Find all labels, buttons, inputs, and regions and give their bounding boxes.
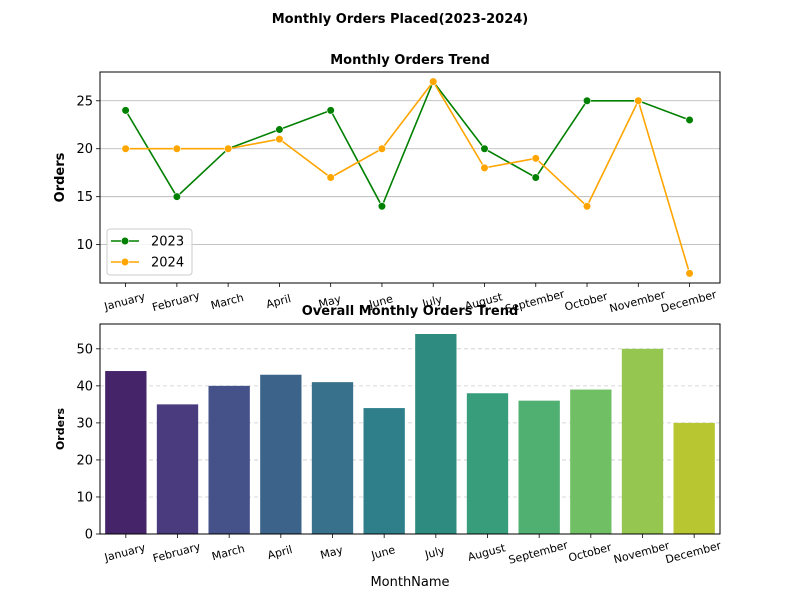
bar-december xyxy=(673,422,715,534)
top-x-tick-label: June xyxy=(367,292,395,311)
top-chart-title: Monthly Orders Trend xyxy=(330,53,490,68)
data-point xyxy=(326,173,335,182)
bottom-y-tick-label: 50 xyxy=(76,342,93,357)
bottom-plot-frame xyxy=(99,323,721,535)
bottom-y-axis-label: Orders xyxy=(54,408,67,451)
data-point xyxy=(275,125,284,134)
data-point xyxy=(634,96,643,105)
bottom-y-tick-label: 20 xyxy=(76,453,93,468)
bar-august xyxy=(466,393,509,534)
top-x-tick-label: May xyxy=(317,292,343,311)
data-point xyxy=(172,192,181,201)
data-point xyxy=(275,135,284,144)
data-point xyxy=(377,202,387,211)
bar-february xyxy=(156,404,199,534)
data-point xyxy=(531,154,540,163)
bar-october xyxy=(570,389,612,534)
top-y-tick-label: 25 xyxy=(76,94,93,109)
top-series xyxy=(121,77,694,278)
bar-november xyxy=(621,348,664,534)
top-y-axis-label: Orders xyxy=(53,152,68,202)
bar-april xyxy=(260,374,302,534)
bottom-x-tick-label: May xyxy=(319,543,345,562)
data-point xyxy=(685,115,694,125)
series-line xyxy=(125,80,691,274)
bottom-chart-title: Overall Monthly Orders Trend xyxy=(302,304,519,319)
bottom-x-tick-label: June xyxy=(369,543,397,562)
data-point xyxy=(224,144,233,153)
legend: 2023 2024 xyxy=(106,228,193,276)
bottom-x-axis-label: MonthName xyxy=(370,575,449,590)
figure-title: Monthly Orders Placed(2023-2024) xyxy=(272,12,529,27)
data-point xyxy=(326,106,335,115)
bottom-x-tick-label: April xyxy=(266,543,294,562)
data-point xyxy=(582,202,592,211)
bar-january xyxy=(105,371,147,534)
data-point xyxy=(582,96,592,105)
bottom-y-tick-label: 0 xyxy=(85,528,93,543)
bottom-y-axis: 0 10 20 30 40 50 xyxy=(76,342,100,543)
data-point xyxy=(480,163,489,173)
bottom-x-tick-label: July xyxy=(423,544,447,562)
bar-may xyxy=(311,382,354,534)
top-y-tick-label: 15 xyxy=(76,190,93,205)
bar-march xyxy=(208,385,250,534)
data-point xyxy=(685,269,694,278)
data-point xyxy=(429,77,438,86)
series-2024 xyxy=(121,77,694,278)
data-point xyxy=(121,106,130,115)
legend-label: 2023 xyxy=(151,235,184,250)
data-point xyxy=(121,144,130,153)
legend-marker xyxy=(120,257,130,267)
top-y-axis: 10 15 20 25 xyxy=(76,94,100,253)
bottom-y-tick-label: 10 xyxy=(76,490,93,505)
data-point xyxy=(480,144,489,153)
bottom-y-tick-label: 40 xyxy=(76,379,93,394)
top-y-tick-label: 20 xyxy=(76,142,93,157)
legend-item: 2024 xyxy=(111,256,184,271)
bottom-y-tick-label: 30 xyxy=(76,416,93,431)
top-plot-frame xyxy=(99,71,721,284)
data-point xyxy=(172,144,181,153)
bar-september xyxy=(518,400,560,534)
data-point xyxy=(531,173,540,182)
legend-item: 2023 xyxy=(111,235,184,250)
top-x-tick-label: April xyxy=(265,292,293,311)
legend-label: 2024 xyxy=(151,256,184,271)
legend-marker xyxy=(120,236,130,246)
top-x-tick-label: July xyxy=(420,293,444,311)
bar-june xyxy=(363,408,405,534)
bar-july xyxy=(415,334,457,534)
data-point xyxy=(377,144,387,153)
bottom-bars xyxy=(105,334,715,534)
series-line xyxy=(124,79,690,209)
top-y-tick-label: 10 xyxy=(76,238,93,253)
